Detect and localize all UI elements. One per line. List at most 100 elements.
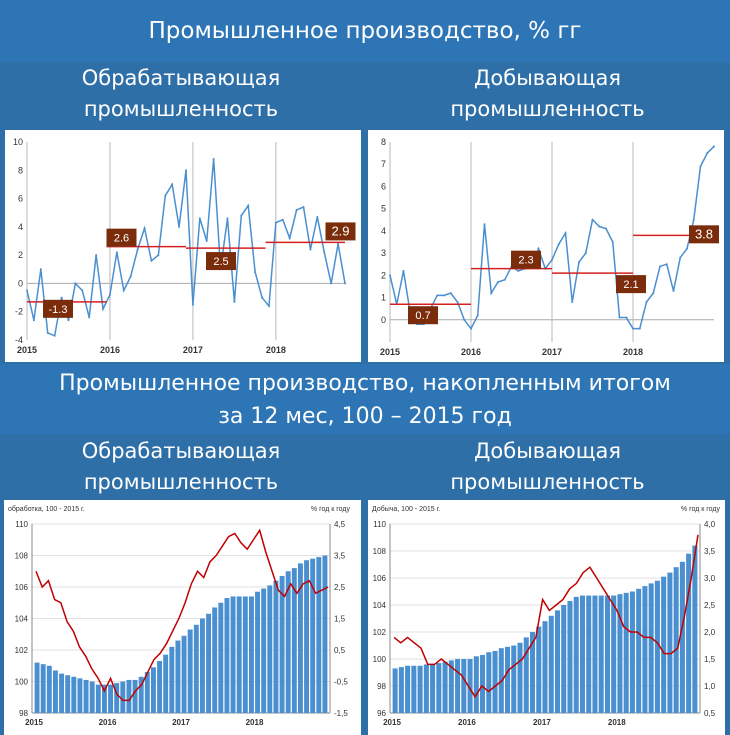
y-right-tick-label: -0,5 [334, 678, 348, 687]
mining-header-line2: промышленность [450, 97, 645, 121]
data-point [598, 225, 601, 228]
y-tick-label: 110 [15, 520, 28, 529]
data-point [679, 256, 682, 259]
y-tick-label: 98 [19, 709, 28, 718]
data-point [699, 165, 702, 168]
index-bar [673, 567, 679, 713]
x-tick-label: 2017 [533, 718, 551, 727]
y-tick-label: 102 [373, 628, 387, 637]
data-point [449, 292, 452, 295]
x-tick-label: 2015 [383, 718, 401, 727]
y-tick-label: 2 [381, 270, 386, 280]
y-right-tick-label: 0,5 [334, 646, 346, 655]
data-point [618, 316, 621, 319]
index-bar [138, 676, 144, 713]
index-bar [310, 558, 316, 713]
index-bar [554, 610, 561, 713]
index-bar [629, 591, 635, 713]
index-bar [126, 679, 132, 713]
data-point [102, 307, 105, 310]
data-point [185, 169, 187, 172]
mining-header-line1: Добывающая [474, 439, 621, 463]
data-point [402, 269, 405, 272]
data-point [456, 301, 459, 303]
index-bar [430, 664, 436, 713]
index-bar [267, 585, 273, 713]
chart-mining-index: Добыча, 100 - 2015 г. % год к году 96 98 100… [368, 500, 725, 735]
index-bar [52, 670, 58, 713]
data-point [136, 248, 139, 251]
index-bar [536, 626, 542, 713]
index-bar [144, 672, 150, 713]
index-bar [636, 588, 642, 713]
data-point [337, 242, 340, 245]
index-bar [83, 679, 89, 713]
data-point [571, 301, 574, 303]
data-point [692, 218, 695, 221]
top-banner: Промышленное производство, % гг [0, 0, 730, 62]
data-point [309, 248, 312, 251]
data-point [267, 305, 270, 308]
y-tick-label: 4 [381, 226, 386, 236]
x-tick-label: 2015 [380, 347, 400, 357]
x-tick-label: 2016 [458, 718, 476, 727]
data-point [686, 247, 688, 250]
data-point [330, 282, 333, 285]
manuf-header-line1: Обрабатывающая [81, 66, 281, 90]
index-bar [579, 595, 585, 713]
index-bar [71, 676, 77, 713]
average-label-box [616, 275, 646, 294]
x-tick-label: 2016 [100, 345, 120, 355]
data-point [281, 218, 284, 221]
data-point [706, 152, 709, 155]
y-right-tick-label: 2,5 [704, 601, 716, 610]
y-tick-label: 6 [381, 181, 386, 191]
data-point [32, 319, 35, 322]
y-tick-label: 3 [381, 248, 386, 258]
average-label-box [325, 222, 356, 241]
y-tick-label: 0 [18, 278, 23, 288]
average-label-box [511, 250, 541, 269]
index-bar [175, 640, 181, 713]
data-point [81, 289, 84, 292]
index-bar [661, 576, 667, 713]
data-point [115, 251, 118, 254]
manuf-header-line1: Обрабатывающая [81, 439, 281, 463]
y-tick-label: 7 [381, 159, 386, 169]
index-bar [548, 615, 554, 713]
data-point [323, 251, 326, 254]
data-point [150, 259, 153, 262]
index-bar [561, 605, 567, 713]
index-bar [322, 555, 328, 713]
y-right-tick-label: 3,0 [704, 574, 716, 583]
index-bar [567, 600, 573, 713]
data-point [605, 227, 607, 230]
data-point [226, 217, 229, 220]
index-bar [255, 591, 261, 713]
y-right-tick-label: 0,5 [704, 709, 716, 718]
data-point [316, 215, 319, 218]
average-label: 2.5 [213, 256, 228, 268]
data-point [46, 331, 49, 334]
data-point [274, 221, 277, 224]
index-bar [573, 596, 579, 713]
y-tick-label: 4 [18, 222, 23, 232]
data-point [463, 318, 466, 321]
y-tick-label: 0 [381, 315, 386, 325]
index-bar [455, 659, 461, 713]
x-tick-label: 2017 [542, 347, 562, 357]
index-bar [206, 613, 212, 713]
index-bar [193, 624, 199, 713]
index-bar [212, 607, 218, 713]
index-bar [604, 595, 610, 713]
index-bar [236, 596, 242, 713]
mining-header-bottom: Добывающая промышленность [365, 436, 730, 498]
y-tick-label: -4 [15, 335, 23, 345]
index-bar [150, 667, 156, 713]
y-right-tick-label: 3,5 [704, 547, 716, 556]
y-right-tick-label: -1,5 [334, 709, 348, 718]
y-tick-label: 106 [15, 583, 29, 592]
data-point [302, 206, 305, 209]
index-bar [623, 592, 629, 713]
data-point [254, 271, 257, 274]
